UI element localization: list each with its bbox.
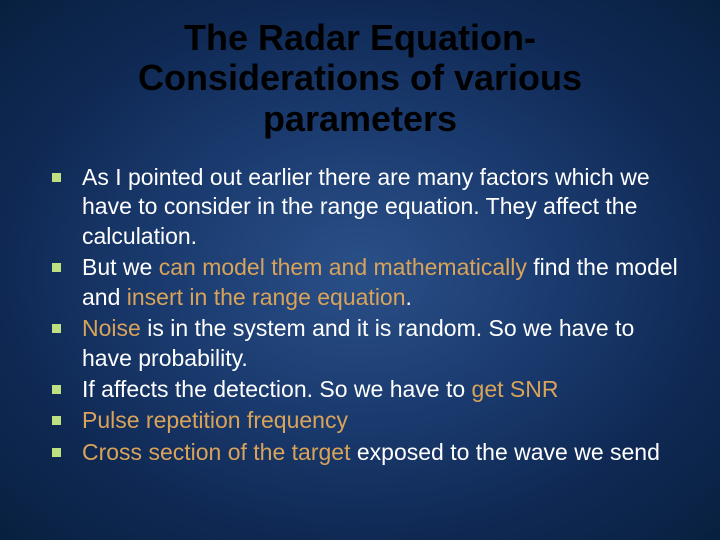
text-run: exposed to the wave we send [350,439,659,465]
list-item: But we can model them and mathematically… [52,253,682,312]
text-highlight: get SNR [472,376,559,402]
text-highlight: insert in the range equation [127,284,406,310]
text-highlight: Noise [82,315,141,341]
text-highlight: Pulse repetition frequency [82,407,348,433]
slide-title: The Radar Equation- Considerations of va… [38,18,682,139]
title-line-1: The Radar Equation- [184,17,536,58]
list-item: Cross section of the target exposed to t… [52,438,682,467]
bullet-list: As I pointed out earlier there are many … [38,163,682,467]
text-highlight: can model them and mathematically [159,254,527,280]
text-run: As I pointed out earlier there are many … [82,164,650,249]
text-run: . [406,284,412,310]
list-item: Pulse repetition frequency [52,406,682,435]
text-run: is in the system and it is random. So we… [82,315,634,370]
list-item: As I pointed out earlier there are many … [52,163,682,251]
text-run: If affects the detection. So we have to [82,376,472,402]
list-item: If affects the detection. So we have to … [52,375,682,404]
list-item: Noise is in the system and it is random.… [52,314,682,373]
text-highlight: Cross section of the target [82,439,350,465]
title-line-2: Considerations of various [138,57,582,98]
text-run: But we [82,254,159,280]
title-line-3: parameters [263,98,457,139]
